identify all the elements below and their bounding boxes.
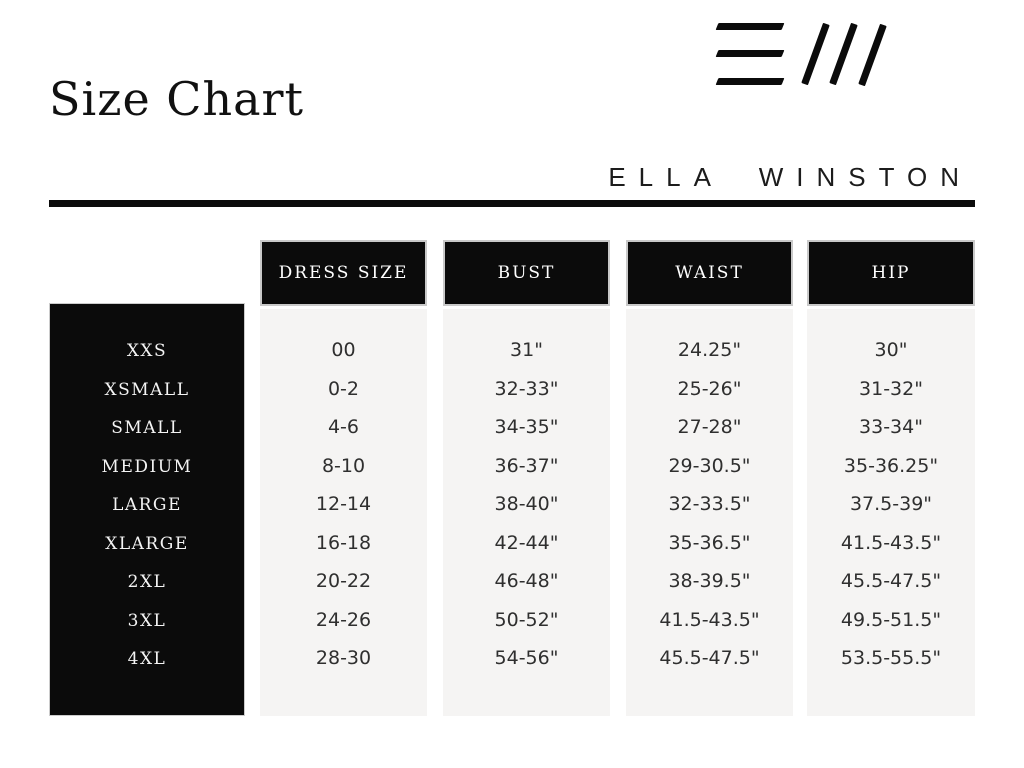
logo-w-stroke — [858, 23, 887, 87]
cell-value: 16-18 — [315, 531, 372, 554]
cell-value: 38-40" — [494, 493, 559, 516]
logo-e-bar — [715, 50, 785, 57]
logo-e-bar — [715, 78, 785, 85]
cell-value: 37.5-39" — [849, 493, 933, 516]
cell-value: 8-10 — [321, 454, 366, 477]
cell-value: 20-22 — [315, 570, 372, 593]
cell-value: 27-28" — [677, 416, 742, 439]
ew-monogram-icon — [700, 15, 900, 95]
size-label: MEDIUM — [101, 456, 193, 477]
column-header-hip: HIP — [807, 240, 975, 306]
logo-w-stroke — [829, 22, 858, 86]
column-dress-size: 00 0-2 4-6 8-10 12-14 16-18 20-22 24-26 28-30 — [260, 309, 427, 716]
size-label: 3XL — [127, 610, 167, 631]
logo-e-bar — [715, 23, 785, 30]
column-header-waist: WAIST — [626, 240, 793, 306]
size-label: LARGE — [112, 495, 182, 516]
size-label: XSMALL — [104, 379, 190, 400]
size-label: XLARGE — [105, 533, 189, 554]
cell-value: 25-26" — [677, 377, 742, 400]
cell-value: 30" — [874, 339, 908, 362]
size-label: 2XL — [127, 572, 167, 593]
cell-value: 41.5-43.5" — [659, 608, 760, 631]
brand-name: ELLA WINSTON — [608, 162, 972, 192]
size-label: SMALL — [111, 418, 183, 439]
cell-value: 31" — [510, 339, 543, 362]
cell-value: 42-44" — [494, 531, 559, 554]
cell-value: 35-36.5" — [668, 531, 751, 554]
cell-value: 28-30 — [315, 647, 372, 670]
column-header-dress-size: DRESS SIZE — [260, 240, 427, 306]
cell-value: 12-14 — [315, 493, 372, 516]
cell-value: 29-30.5" — [668, 454, 751, 477]
cell-value: 32-33" — [494, 377, 559, 400]
column-waist: 24.25" 25-26" 27-28" 29-30.5" 32-33.5" 35-36.… — [626, 309, 793, 716]
cell-value: 35-36.25" — [843, 454, 939, 477]
cell-value: 53.5-55.5" — [840, 647, 942, 670]
column-bust: 31" 32-33" 34-35" 36-37" 38-40" 42-44" 46-48" 5… — [443, 309, 610, 716]
cell-value: 24.25" — [677, 339, 742, 362]
size-label-column: XXS XSMALL SMALL MEDIUM LARGE XLARGE 2XL 3XL 4XL — [49, 303, 245, 716]
cell-value: 32-33.5" — [668, 493, 751, 516]
cell-value: 4-6 — [327, 416, 360, 439]
cell-value: 00 — [331, 339, 356, 362]
cell-value: 46-48" — [494, 570, 559, 593]
cell-value: 34-35" — [494, 416, 559, 439]
cell-value: 38-39.5" — [668, 570, 751, 593]
cell-value: 41.5-43.5" — [840, 531, 942, 554]
cell-value: 50-52" — [494, 608, 559, 631]
logo-w-stroke — [801, 22, 830, 86]
size-label: XXS — [126, 341, 168, 362]
size-label: 4XL — [127, 649, 167, 670]
cell-value: 54-56" — [494, 647, 559, 670]
cell-value: 33-34" — [859, 416, 923, 439]
page-title: Size Chart — [49, 72, 305, 126]
cell-value: 36-37" — [494, 454, 559, 477]
cell-value: 45.5-47.5" — [840, 570, 942, 593]
column-hip: 30" 31-32" 33-34" 35-36.25" 37.5-39" 41.5-43.… — [807, 309, 975, 716]
cell-value: 49.5-51.5" — [840, 608, 942, 631]
cell-value: 45.5-47.5" — [659, 647, 760, 670]
cell-value: 24-26 — [315, 608, 372, 631]
divider-rule — [49, 200, 975, 207]
cell-value: 0-2 — [327, 377, 360, 400]
column-header-bust: BUST — [443, 240, 610, 306]
cell-value: 31-32" — [859, 377, 923, 400]
